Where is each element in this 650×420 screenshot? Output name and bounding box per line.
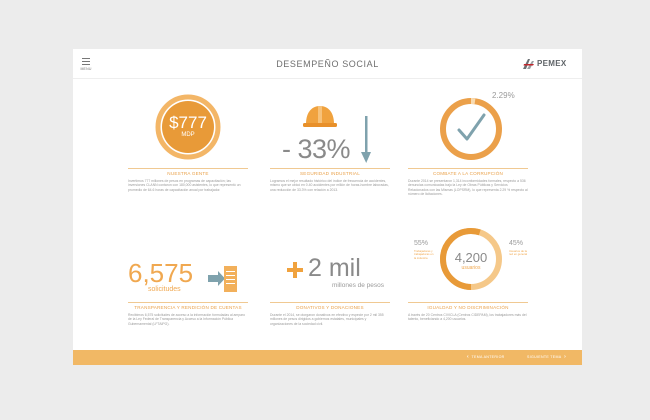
card-donativos: 2 mil millones de pesos DONATIVOS Y DONA… xyxy=(270,234,390,354)
card-nuestra-gente: $777 MDP NUESTRA GENTE Invertimos 777 mi… xyxy=(128,94,248,214)
arrow-down-icon xyxy=(361,116,371,163)
investment-unit: MDP xyxy=(181,132,195,138)
footer-nav: ‹ TEMA ANTERIOR SIGUIENTE TEMA › xyxy=(73,350,582,365)
percent-label: 2.29% xyxy=(492,91,515,100)
menu-label: MENU xyxy=(80,67,92,71)
menu-button[interactable]: MENU xyxy=(80,58,92,71)
card-description: Durante 2014 se presentaron 1,314 inconf… xyxy=(408,179,528,196)
plus-icon xyxy=(287,262,303,278)
left-label: Trabajadoras y trabajadoras en la indust… xyxy=(414,249,434,260)
right-percent: 45% xyxy=(509,240,524,247)
logo-wordmark: PEMEX xyxy=(537,59,567,68)
page-title: DESEMPEÑO SOCIAL xyxy=(276,59,379,69)
hard-hat-icon xyxy=(303,106,337,127)
requests-value: 6,575 xyxy=(128,258,194,288)
card-description: Logramos el mejor resultado histórico de… xyxy=(270,179,389,192)
investment-value: $777 xyxy=(169,113,207,132)
progress-ring-icon xyxy=(440,98,502,160)
previous-topic-label: TEMA ANTERIOR xyxy=(471,355,505,359)
card-caption: TRANSPARENCIA Y RENDICIÓN DE CUENTAS xyxy=(128,302,248,310)
card-caption: NUESTRA GENTE xyxy=(128,168,248,176)
card-transparencia: 6,575 solicitudes TRANSPARENCIA Y RENDIC… xyxy=(128,234,248,354)
right-label: Usuarios de la red en general xyxy=(509,249,528,257)
reduction-value: - 33% xyxy=(282,134,351,164)
card-seguridad-industrial: - 33% SEGURIDAD INDUSTRIAL Logramos el m… xyxy=(270,94,390,214)
split-ring-icon xyxy=(440,228,502,290)
hamburger-icon-line xyxy=(82,64,90,65)
orange-ring-icon xyxy=(155,94,221,160)
chevron-left-icon: ‹ xyxy=(467,354,469,360)
chevron-right-icon: › xyxy=(564,354,567,360)
card-caption: SEGURIDAD INDUSTRIAL xyxy=(270,168,390,176)
card-caption: DONATIVOS Y DONACIONES xyxy=(270,302,390,310)
card-description: Durante el 2014, se otorgaron donativos … xyxy=(270,313,384,326)
next-topic-link[interactable]: SIGUIENTE TEMA › xyxy=(527,354,566,360)
hamburger-icon xyxy=(82,58,90,59)
next-topic-label: SIGUIENTE TEMA xyxy=(527,355,562,359)
card-combate-corrupcion: 2.29% COMBATE A LA CORRUPCIÓN Durante 20… xyxy=(408,91,528,214)
card-description: A través de 20 Centros CIVICLA (Centros … xyxy=(408,313,527,322)
card-description: Recibimos 6,575 solicitudes de acceso a … xyxy=(128,313,246,326)
users-unit: usuarios xyxy=(461,265,481,271)
report-page: MENU DESEMPEÑO SOCIAL PEMEX $777 MDP NUE… xyxy=(73,49,582,365)
header: MENU DESEMPEÑO SOCIAL PEMEX xyxy=(73,49,582,79)
users-value: 4,200 xyxy=(454,250,488,265)
donations-unit: millones de pesos xyxy=(332,282,385,289)
donations-value: 2 mil xyxy=(308,254,361,282)
requests-unit: solicitudes xyxy=(148,286,181,293)
card-caption: IGUALDAD Y NO DISCRIMINACIÓN xyxy=(408,302,528,310)
document-arrow-icon xyxy=(208,266,237,292)
previous-topic-link[interactable]: ‹ TEMA ANTERIOR xyxy=(467,354,505,360)
card-caption: COMBATE A LA CORRUPCIÓN xyxy=(408,168,528,176)
hamburger-icon-line xyxy=(82,61,90,62)
pemex-logo-icon xyxy=(523,59,534,69)
card-description: Invertimos 777 millones de pesos en prog… xyxy=(128,179,241,192)
left-percent: 55% xyxy=(414,240,429,247)
card-igualdad: 4,200 usuarios 55% Trabajadoras y trabaj… xyxy=(408,228,528,354)
